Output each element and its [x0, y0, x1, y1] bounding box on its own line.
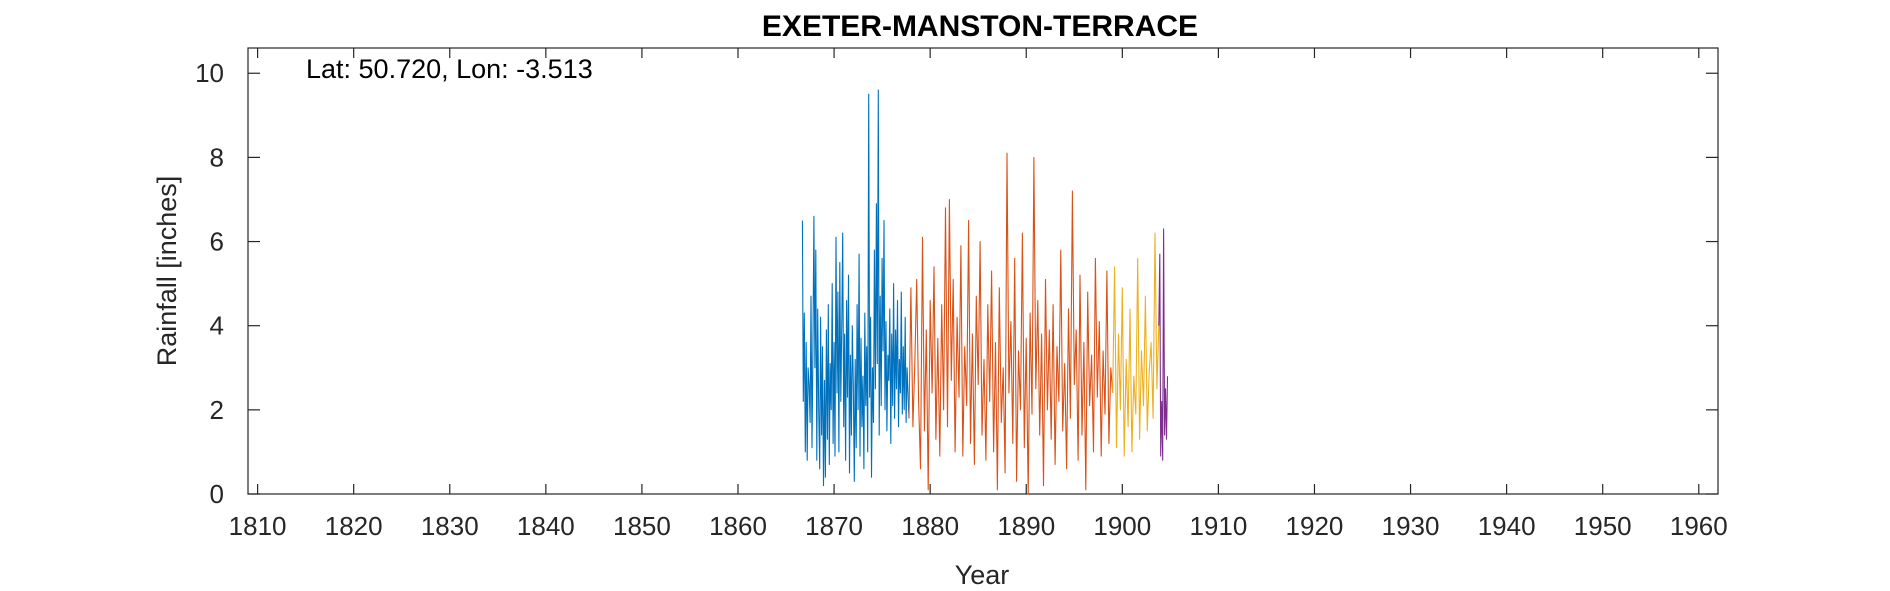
x-tick-label: 1870 [805, 511, 863, 541]
x-tick-label: 1850 [613, 511, 671, 541]
x-tick-label: 1950 [1574, 511, 1632, 541]
x-tick-label: 1940 [1478, 511, 1536, 541]
x-tick-label: 1900 [1093, 511, 1151, 541]
x-tick-label: 1830 [421, 511, 479, 541]
y-tick-label: 6 [210, 227, 224, 257]
series-line-4 [1158, 228, 1169, 461]
y-tick-label: 4 [210, 311, 224, 341]
x-tick-label: 1810 [229, 511, 287, 541]
series-line-3 [1112, 232, 1160, 457]
series-line-2 [908, 152, 1114, 495]
x-tick-label: 1910 [1189, 511, 1247, 541]
y-tick-label: 2 [210, 395, 224, 425]
x-axis-label: Year [955, 560, 1010, 590]
chart-title: EXETER-MANSTON-TERRACE [762, 10, 1198, 43]
x-axis: 1810 1820 1830 1840 1850 1860 1870 1880 1890 1900… [229, 48, 1728, 541]
x-tick-label: 1820 [325, 511, 383, 541]
y-axis-label: Rainfall [inches] [152, 176, 182, 367]
x-tick-label: 1890 [997, 511, 1055, 541]
x-tick-label: 1930 [1382, 511, 1440, 541]
x-tick-label: 1860 [709, 511, 767, 541]
x-tick-label: 1880 [901, 511, 959, 541]
series-line-1 [801, 89, 910, 487]
plot-frame [247, 47, 1719, 495]
location-annotation: Lat: 50.720, Lon: -3.513 [306, 54, 593, 84]
x-tick-label: 1960 [1670, 511, 1728, 541]
plot-box [247, 47, 1719, 495]
x-tick-label: 1840 [517, 511, 575, 541]
y-tick-label: 8 [210, 142, 224, 172]
series-layer [801, 89, 1169, 495]
x-tick-label: 1920 [1286, 511, 1344, 541]
y-tick-label: 0 [210, 479, 224, 509]
y-tick-label: 10 [195, 58, 224, 88]
y-axis: 0 2 4 6 8 10 [195, 58, 1718, 509]
